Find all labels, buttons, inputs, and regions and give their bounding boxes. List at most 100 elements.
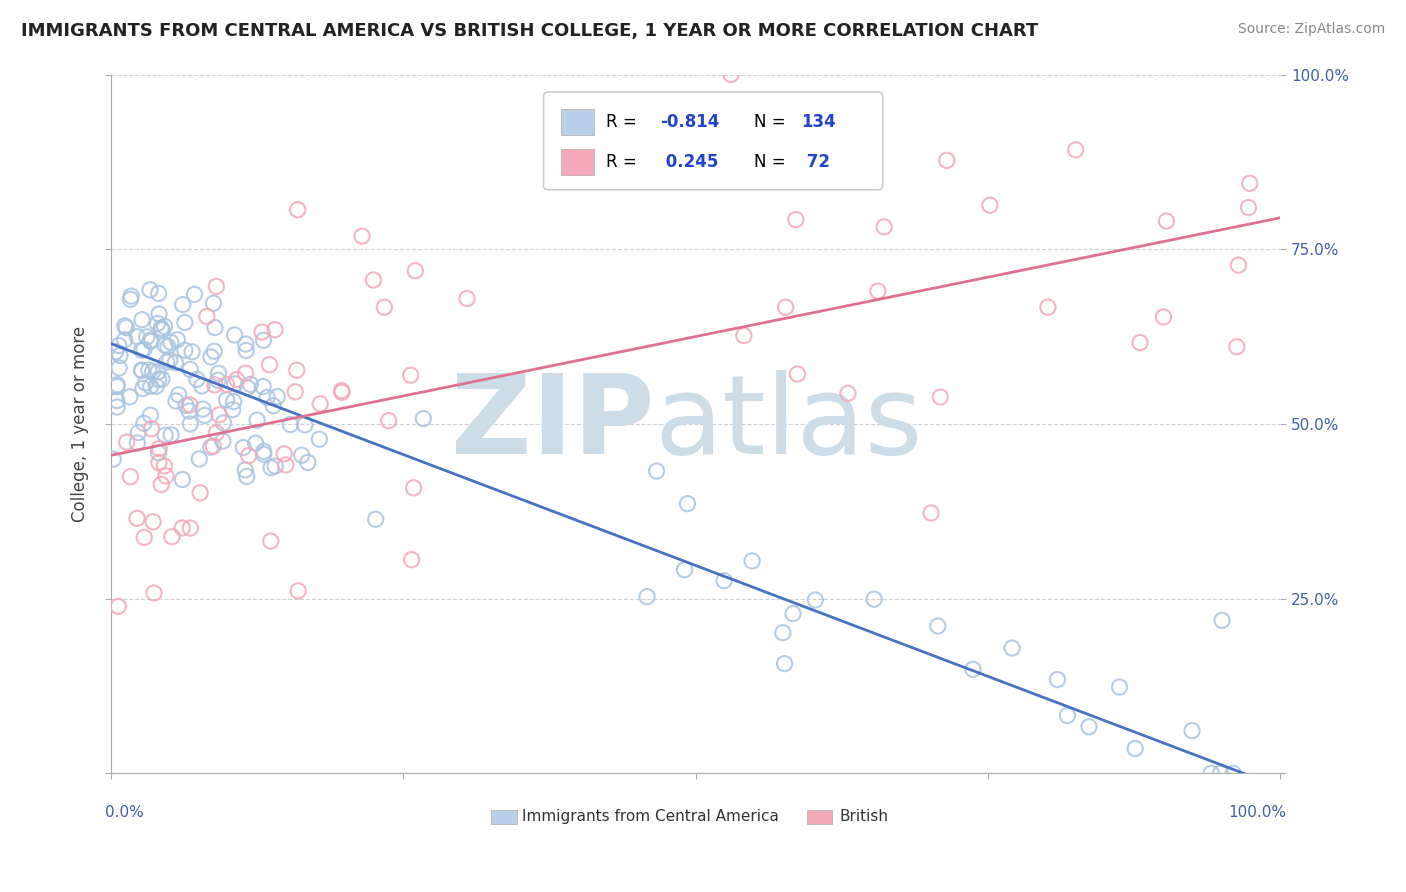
Point [139,283,162,297]
Point [236,381,259,395]
Point [131,343,153,358]
Point [107,599,129,614]
Point [235,366,257,380]
Point [222,394,245,409]
Point [139,334,162,349]
Point [204,377,226,392]
Point [105,400,128,414]
Point [287,202,309,217]
Point [200,440,222,454]
Point [308,432,330,446]
Point [720,68,742,82]
Point [142,586,165,600]
Point [156,340,179,354]
Text: 134: 134 [801,113,835,131]
Point [401,552,423,566]
Point [125,511,148,525]
Point [377,414,399,428]
Point [207,367,229,381]
Text: British: British [839,809,889,824]
Point [297,455,319,469]
Point [1064,143,1087,157]
Point [150,477,173,491]
Point [225,373,247,387]
Point [232,441,254,455]
Point [139,408,162,422]
Point [782,607,804,621]
Point [181,344,204,359]
Point [804,593,827,607]
Point [127,425,149,440]
Point [127,329,149,343]
Point [105,377,128,392]
Point [115,435,138,450]
Point [873,219,896,234]
Point [238,449,260,463]
FancyBboxPatch shape [807,810,832,824]
Point [215,392,238,407]
Point [1227,258,1250,272]
FancyBboxPatch shape [491,810,516,824]
Point [235,337,257,351]
Point [108,360,131,375]
FancyBboxPatch shape [544,92,883,190]
Point [1001,641,1024,656]
Point [153,458,176,473]
Point [148,442,170,456]
Point [215,377,238,392]
Point [278,417,301,432]
Point [135,376,157,390]
Point [775,300,797,314]
Point [456,292,478,306]
Point [172,521,194,535]
Text: ZIP: ZIP [451,370,655,477]
Point [142,365,165,379]
Point [145,379,167,393]
Point [148,456,170,470]
Point [927,619,949,633]
Point [150,372,173,386]
Point [786,367,808,381]
Text: R =: R = [606,113,637,131]
Point [1211,613,1233,627]
Point [135,330,157,344]
Point [1239,176,1261,190]
Point [863,592,886,607]
Point [179,398,201,412]
Text: 72: 72 [801,153,830,171]
Point [115,320,138,334]
Point [920,506,942,520]
FancyBboxPatch shape [561,149,593,175]
Point [266,390,288,404]
Point [252,334,274,348]
Point [188,452,211,467]
Point [159,353,181,368]
Point [153,319,176,334]
Point [179,521,201,535]
Point [364,512,387,526]
Point [212,434,235,449]
Text: R =: R = [606,153,637,171]
Point [139,334,162,348]
Point [207,373,229,387]
Point [287,583,309,598]
Point [191,379,214,393]
Point [929,390,952,404]
Point [1222,766,1244,780]
Point [1129,335,1152,350]
Point [1036,300,1059,314]
Point [139,379,162,393]
Point [134,530,156,544]
Point [294,417,316,432]
Point [167,388,190,402]
Point [741,554,763,568]
Point [260,460,283,475]
Point [208,408,231,422]
Point [183,287,205,301]
Text: Immigrants from Central America: Immigrants from Central America [523,809,779,824]
Point [120,293,142,307]
Point [160,335,183,350]
Point [239,377,262,392]
Text: N =: N = [754,113,786,131]
Point [1181,723,1204,738]
